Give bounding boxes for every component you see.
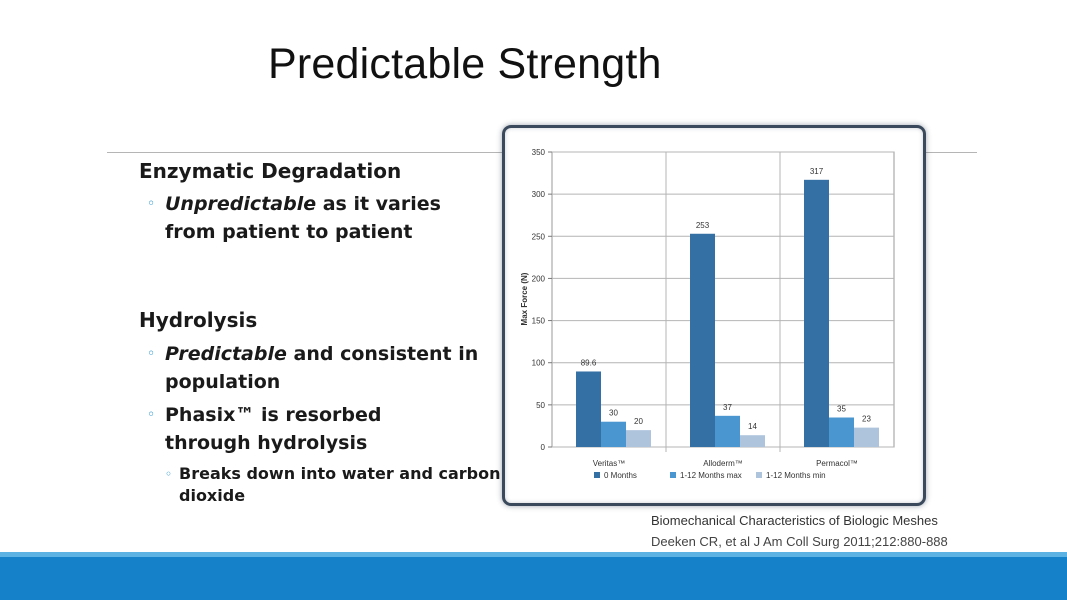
y-tick-label: 200 <box>532 274 546 283</box>
bullet-breaks-down: ◦ Breaks down into water and carbon diox… <box>165 463 505 507</box>
data-label: 23 <box>862 415 871 424</box>
bar <box>576 371 601 447</box>
bar <box>626 430 651 447</box>
heading-enzymatic: Enzymatic Degradation <box>139 159 402 183</box>
y-tick-label: 250 <box>532 232 546 241</box>
data-label: 37 <box>723 403 732 412</box>
bullet-phasix: ◦ Phasix™ is resorbed through hydrolysis <box>147 401 447 457</box>
emph-predictable: Predictable <box>165 343 287 365</box>
x-tick-label: Alloderm™ <box>703 459 743 468</box>
x-tick-label: Veritas™ <box>593 459 625 468</box>
bullet-marker: ◦ <box>147 196 156 212</box>
footer-accent-line <box>0 552 1067 557</box>
y-tick-label: 300 <box>532 190 546 199</box>
legend-swatch <box>670 472 676 478</box>
bar <box>854 427 879 447</box>
bullet-marker: ◦ <box>147 407 156 423</box>
bar <box>690 233 715 447</box>
chart-frame: 0 50 100 150 200 250 300 350 89.6 30 20 Veritas™ 253… <box>502 125 926 506</box>
data-label: 20 <box>634 417 643 426</box>
y-axis-title: Max Force (N) <box>520 272 529 325</box>
legend-label: 1-12 Months min <box>766 471 826 480</box>
bar <box>829 417 854 447</box>
emph-unpredictable: Unpredictable <box>165 193 317 215</box>
text-varies: as it varies from patient to patient <box>165 193 441 243</box>
legend-label: 0 Months <box>604 471 637 480</box>
bar <box>804 179 829 448</box>
footer-band <box>0 557 1067 600</box>
bullet-marker: ◦ <box>147 346 156 362</box>
data-label: 35 <box>837 405 846 414</box>
text-breaks-down: Breaks down into water and carbon dioxid… <box>179 464 501 505</box>
data-label: 14 <box>748 422 757 431</box>
citation-reference: Deeken CR, et al J Am Coll Surg 2011;212… <box>651 534 948 549</box>
slide-title: Predictable Strength <box>268 40 662 88</box>
legend-label: 1-12 Months max <box>680 471 742 480</box>
x-tick-label: Permacol™ <box>816 459 858 468</box>
data-label: 89.6 <box>581 358 597 367</box>
bar <box>740 435 765 447</box>
text-consistent: and consistent in population <box>165 343 479 393</box>
y-tick-label: 0 <box>541 443 546 452</box>
bullet-predictable: ◦ Predictable and consistent in populati… <box>147 340 497 396</box>
bar <box>601 421 626 447</box>
citation-title: Biomechanical Characteristics of Biologi… <box>651 513 938 528</box>
y-tick-label: 150 <box>532 317 546 326</box>
data-label: 317 <box>810 167 824 176</box>
y-tick-label: 50 <box>536 401 545 410</box>
bar-chart: 0 50 100 150 200 250 300 350 89.6 30 20 Veritas™ 253… <box>520 148 895 480</box>
y-tick-label: 100 <box>532 359 546 368</box>
bar <box>715 415 740 447</box>
data-label: 253 <box>696 221 710 230</box>
text-phasix: Phasix™ is resorbed through hydrolysis <box>165 404 382 454</box>
legend-swatch <box>594 472 600 478</box>
y-tick-label: 350 <box>532 148 546 157</box>
heading-hydrolysis: Hydrolysis <box>139 308 258 332</box>
bullet-marker: ◦ <box>165 467 173 481</box>
title-divider-right <box>925 152 977 153</box>
data-label: 30 <box>609 409 618 418</box>
title-divider-left <box>107 152 502 153</box>
bullet-unpredictable: ◦ Unpredictable as it varies from patien… <box>147 190 487 246</box>
legend-swatch <box>756 472 762 478</box>
